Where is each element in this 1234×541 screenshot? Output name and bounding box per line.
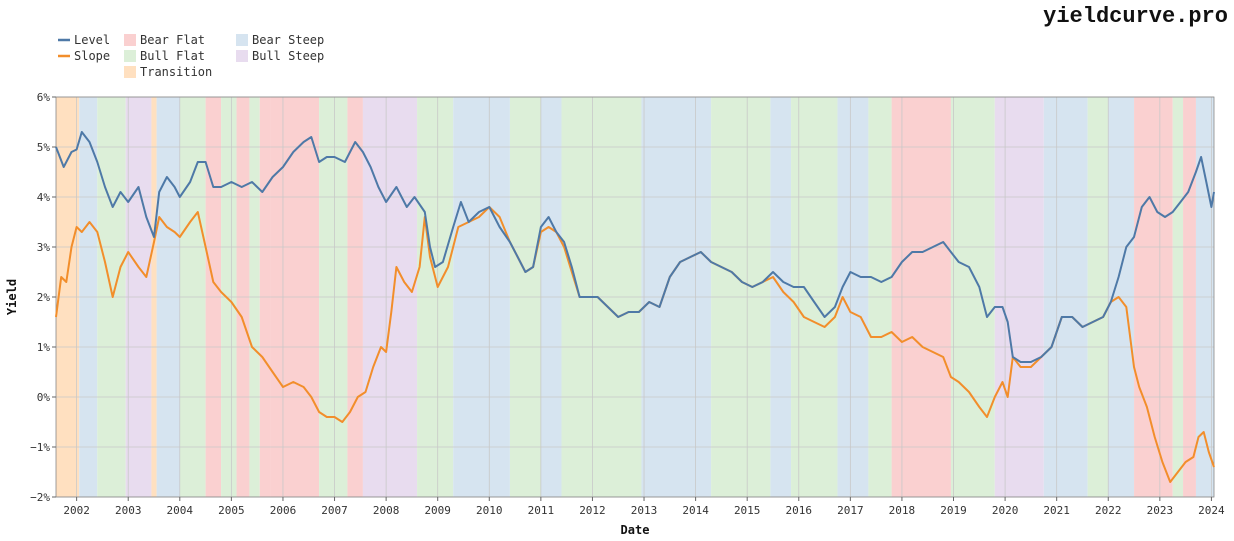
y-tick-label: 4% <box>37 191 51 204</box>
y-axis-title: Yield <box>5 279 19 315</box>
x-tick-label: 2014 <box>682 504 709 517</box>
legend-swatch-bear-flat <box>124 34 136 46</box>
legend-label-slope: Slope <box>74 49 110 63</box>
legend-swatch-transition <box>124 66 136 78</box>
x-tick-label: 2002 <box>63 504 90 517</box>
x-tick-label: 2008 <box>373 504 400 517</box>
x-tick-label: 2009 <box>424 504 451 517</box>
brand-title: yieldcurve.pro <box>1043 4 1228 29</box>
x-tick-label: 2011 <box>528 504 555 517</box>
legend-label-bull-flat: Bull Flat <box>140 49 205 63</box>
x-tick-label: 2010 <box>476 504 503 517</box>
legend-label-bear-steep: Bear Steep <box>252 33 324 47</box>
x-tick-label: 2015 <box>734 504 761 517</box>
x-tick-label: 2017 <box>837 504 864 517</box>
x-tick-label: 2016 <box>786 504 813 517</box>
legend-swatch-bear-steep <box>236 34 248 46</box>
legend-label-transition: Transition <box>140 65 212 79</box>
legend-label-bear-flat: Bear Flat <box>140 33 205 47</box>
legend: Level Slope Bear Flat Bull Flat Transition Be… <box>58 33 324 79</box>
y-tick-label: 2% <box>37 291 51 304</box>
y-tick-label: 1% <box>37 341 51 354</box>
x-axis-title: Date <box>621 523 650 537</box>
legend-label-bull-steep: Bull Steep <box>252 49 324 63</box>
legend-swatch-bull-flat <box>124 50 136 62</box>
series-lines <box>55 131 1215 483</box>
y-tick-label: 3% <box>37 241 51 254</box>
y-tick-label: −1% <box>30 441 50 454</box>
x-tick-label: 2019 <box>940 504 967 517</box>
x-tick-label: 2007 <box>321 504 348 517</box>
y-tick-label: −2% <box>30 491 50 504</box>
series-line-level <box>55 131 1215 363</box>
x-tick-label: 2024 <box>1198 504 1225 517</box>
axes: 6% 5% 4% 3% 2% 1% 0% −1% −2% 2002 2003 2004 2005 2006… <box>30 91 1225 517</box>
y-tick-label: 6% <box>37 91 51 104</box>
y-tick-label: 0% <box>37 391 51 404</box>
x-tick-label: 2021 <box>1043 504 1070 517</box>
x-tick-label: 2020 <box>992 504 1019 517</box>
legend-swatch-bull-steep <box>236 50 248 62</box>
legend-label-level: Level <box>74 33 110 47</box>
x-tick-label: 2018 <box>889 504 916 517</box>
x-tick-label: 2023 <box>1147 504 1174 517</box>
x-tick-label: 2004 <box>167 504 194 517</box>
x-tick-label: 2005 <box>218 504 245 517</box>
x-tick-label: 2003 <box>115 504 142 517</box>
x-tick-label: 2013 <box>631 504 658 517</box>
y-tick-label: 5% <box>37 141 51 154</box>
x-tick-label: 2012 <box>579 504 606 517</box>
x-tick-label: 2006 <box>270 504 297 517</box>
x-tick-label: 2022 <box>1095 504 1122 517</box>
